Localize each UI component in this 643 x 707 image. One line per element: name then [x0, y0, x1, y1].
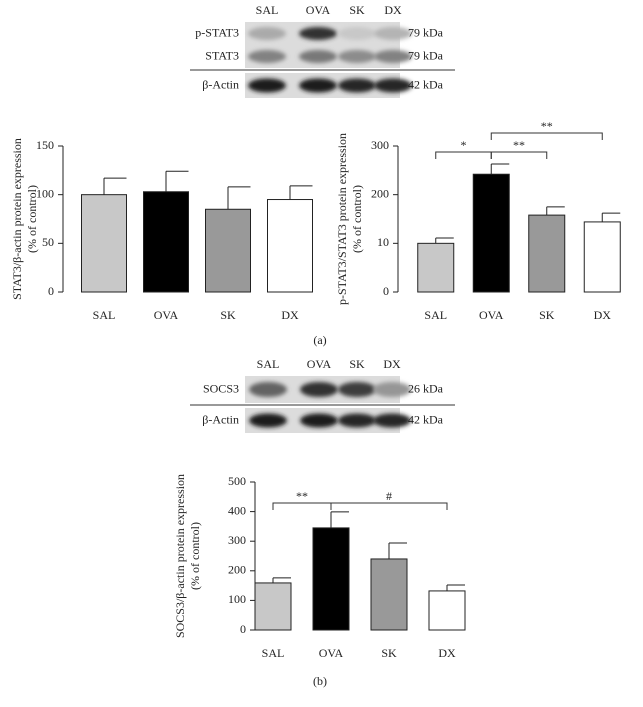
- lane-label: SAL: [257, 357, 280, 371]
- significance-label: #: [386, 489, 392, 503]
- bar: [428, 590, 466, 631]
- y-tick-label: 200: [228, 563, 246, 577]
- lane-label: SK: [349, 3, 365, 17]
- panel-label: (b): [313, 674, 327, 688]
- y-tick-label: 400: [228, 503, 246, 517]
- significance-label: **: [296, 489, 308, 503]
- y-tick-label: 200: [371, 186, 389, 200]
- y-axis-label: (% of control): [188, 522, 202, 590]
- blot-band: [300, 413, 338, 428]
- lane-label: DX: [383, 357, 401, 371]
- y-tick-label: 100: [36, 186, 54, 200]
- y-axis-label: p-STAT3/STAT3 protein expression: [335, 133, 349, 305]
- blot-band: [374, 78, 412, 93]
- blot-band: [249, 413, 287, 428]
- bar: [528, 214, 566, 293]
- blot-band: [373, 413, 411, 428]
- bar: [583, 221, 621, 293]
- size-label: 79 kDa: [408, 25, 444, 39]
- panel-label: (a): [313, 333, 326, 347]
- blot-band: [248, 50, 286, 63]
- significance-bracket: [330, 502, 448, 510]
- significance-bracket: [490, 151, 548, 159]
- significance-label: **: [513, 138, 525, 152]
- y-axis-label: (% of control): [25, 185, 39, 253]
- y-tick-label: 100: [228, 592, 246, 606]
- size-label: 79 kDa: [408, 48, 444, 62]
- x-tick-label: OVA: [154, 308, 179, 322]
- blot-band: [338, 50, 376, 63]
- x-tick-label: DX: [438, 646, 456, 660]
- y-axis-label: (% of control): [350, 185, 364, 253]
- y-tick-label: 500: [228, 474, 246, 488]
- x-tick-label: DX: [281, 308, 299, 322]
- bar: [312, 527, 350, 631]
- significance-bracket: [272, 502, 332, 510]
- bar: [472, 173, 510, 293]
- row-label: β-Actin: [202, 77, 239, 91]
- lane-label: OVA: [306, 3, 331, 17]
- x-tick-label: OVA: [319, 646, 344, 660]
- blot-band: [338, 78, 376, 93]
- row-label: SOCS3: [203, 381, 239, 395]
- blot-band: [299, 50, 337, 63]
- blot-band: [374, 27, 412, 40]
- y-axis-label: SOCS3/β-actin protein expression: [173, 474, 187, 638]
- x-tick-label: OVA: [479, 308, 504, 322]
- lane-label: SAL: [256, 3, 279, 17]
- blot-band: [248, 27, 286, 40]
- blot-band: [373, 381, 411, 398]
- lane-label: SK: [349, 357, 365, 371]
- x-tick-label: SK: [381, 646, 397, 660]
- y-axis-label: STAT3/β-actin protein expression: [10, 138, 24, 300]
- bar: [267, 199, 313, 293]
- bar: [143, 191, 189, 293]
- x-tick-label: SAL: [93, 308, 116, 322]
- significance-bracket: [490, 132, 603, 140]
- blot-band: [248, 78, 286, 93]
- blot-band: [338, 413, 376, 428]
- y-tick-label: 50: [42, 235, 54, 249]
- blot-band: [374, 50, 412, 63]
- y-tick-label: 0: [48, 284, 54, 298]
- blot-band: [249, 381, 287, 398]
- y-tick-label: 10: [377, 235, 389, 249]
- size-label: 42 kDa: [408, 77, 444, 91]
- y-tick-label: 0: [383, 284, 389, 298]
- x-tick-label: SAL: [424, 308, 447, 322]
- lane-label: OVA: [307, 357, 332, 371]
- bar: [205, 208, 251, 293]
- row-label: STAT3: [205, 48, 239, 62]
- significance-bracket: [435, 151, 492, 159]
- lane-label: DX: [384, 3, 402, 17]
- blot-band: [338, 381, 376, 398]
- bar: [370, 558, 408, 631]
- blot-band: [300, 381, 338, 398]
- significance-label: **: [541, 119, 553, 133]
- bar: [254, 582, 292, 631]
- size-label: 42 kDa: [408, 412, 444, 426]
- blot-band: [338, 27, 376, 40]
- blot-band: [299, 78, 337, 93]
- y-tick-label: 300: [228, 533, 246, 547]
- row-label: p-STAT3: [195, 25, 239, 39]
- blot-band: [299, 27, 337, 40]
- y-tick-label: 0: [240, 622, 246, 636]
- size-label: 26 kDa: [408, 381, 444, 395]
- y-tick-label: 300: [371, 138, 389, 152]
- x-tick-label: SK: [220, 308, 236, 322]
- bar: [81, 194, 127, 293]
- x-tick-label: SAL: [262, 646, 285, 660]
- y-tick-label: 150: [36, 138, 54, 152]
- row-label: β-Actin: [202, 412, 239, 426]
- x-tick-label: SK: [539, 308, 555, 322]
- x-tick-label: DX: [594, 308, 612, 322]
- significance-label: *: [461, 138, 467, 152]
- bar: [417, 242, 455, 293]
